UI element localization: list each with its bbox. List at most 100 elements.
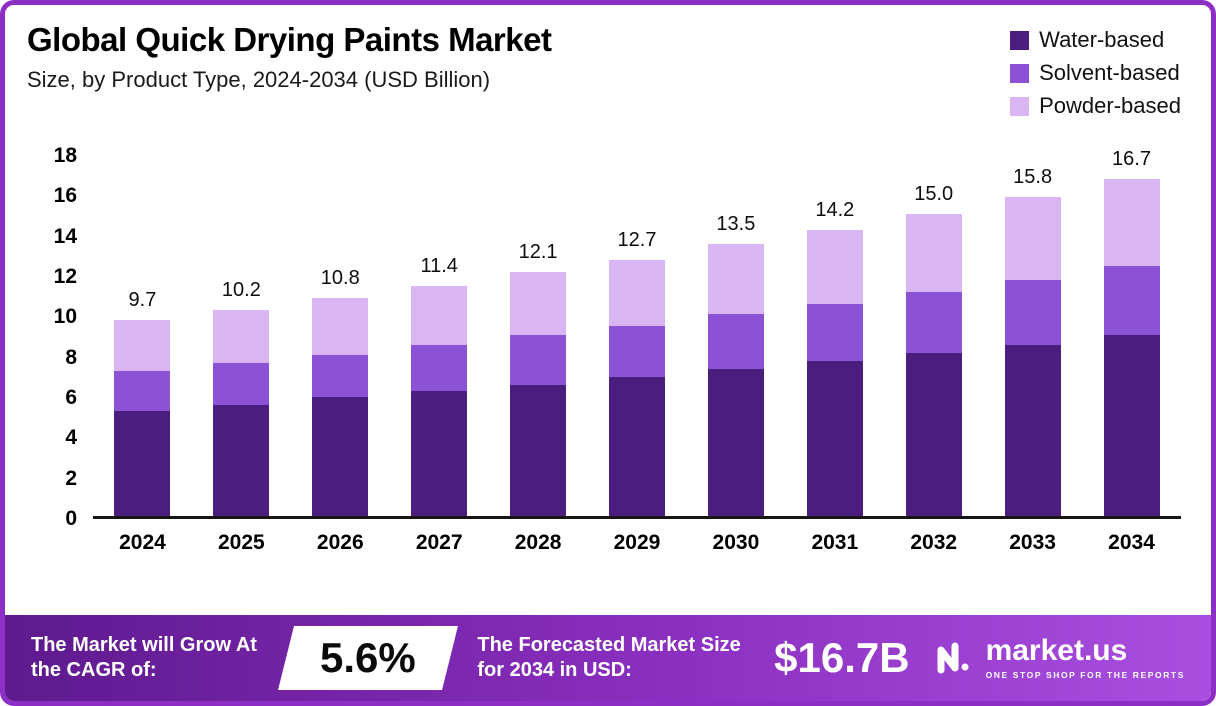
- bar-stack: [707, 243, 764, 516]
- bar-segment-water-based: [806, 360, 863, 516]
- bar-segment-powder-based: [312, 298, 369, 355]
- bar-segment-water-based: [312, 397, 369, 516]
- bar-segment-solvent-based: [114, 370, 171, 412]
- bar-total-label: 15.8: [1013, 166, 1053, 189]
- brand-name: market.us: [985, 634, 1128, 667]
- legend-label: Solvent-based: [1039, 60, 1180, 85]
- bar-segment-powder-based: [213, 310, 270, 363]
- bar-segment-water-based: [608, 376, 665, 516]
- x-axis-label: 2031: [811, 531, 859, 554]
- plot-area: 9.7 10.2 10.8 11.4 12.1 12.7 13.5 14.2 15.0 15.8 1…: [93, 148, 1181, 519]
- bar-segment-solvent-based: [1004, 280, 1061, 345]
- y-tick-label: 6: [65, 386, 77, 409]
- bar-segment-water-based: [114, 411, 171, 516]
- bar-stack: [806, 229, 863, 516]
- bar-segment-solvent-based: [213, 362, 270, 406]
- bar-group: 14.2: [785, 153, 884, 516]
- legend-swatch: [1010, 63, 1030, 83]
- bar-total-label: 10.2: [221, 279, 261, 302]
- bar-segment-powder-based: [114, 320, 171, 371]
- bar-stack: [608, 259, 665, 516]
- bar-group: 10.8: [291, 153, 390, 516]
- bar-segment-water-based: [1004, 344, 1061, 516]
- x-axis-label: 2030: [712, 531, 760, 554]
- bar-stack: [114, 320, 171, 516]
- bar-segment-water-based: [1103, 334, 1160, 516]
- bar-segment-solvent-based: [806, 304, 863, 361]
- bar-stack: [510, 272, 567, 516]
- x-axis-label: 2032: [910, 531, 958, 554]
- bar-segment-solvent-based: [510, 334, 567, 385]
- bar-segment-solvent-based: [411, 344, 468, 391]
- bar-total-label: 14.2: [815, 198, 855, 221]
- x-axis-label: 2028: [514, 531, 562, 554]
- y-tick-label: 18: [53, 144, 77, 167]
- brand: market.us ONE STOP SHOP FOR THE REPORTS: [932, 636, 1185, 680]
- forecast-value: $16.7B: [774, 634, 910, 681]
- bar-total-label: 11.4: [420, 255, 458, 278]
- legend-item: Water-based: [1010, 27, 1181, 53]
- bar-segment-solvent-based: [707, 314, 764, 369]
- bar-group: 15.0: [884, 153, 983, 516]
- marketus-logo-icon: [937, 642, 969, 674]
- bar-stack: [905, 213, 962, 516]
- page-title: Global Quick Drying Paints Market: [27, 21, 552, 58]
- x-axis-label: 2026: [316, 531, 364, 554]
- bar-segment-water-based: [213, 405, 270, 516]
- legend-label: Water-based: [1039, 27, 1165, 52]
- x-axis-label: 2024: [119, 531, 166, 554]
- bar-segment-water-based: [707, 368, 764, 516]
- bar-segment-water-based: [905, 352, 962, 516]
- bar-segment-powder-based: [806, 229, 863, 305]
- bar-segment-water-based: [510, 384, 567, 516]
- bar-stack: [411, 286, 468, 516]
- bar-segment-powder-based: [411, 286, 468, 345]
- header: Global Quick Drying Paints Market Size, …: [5, 5, 1211, 119]
- bar-segment-solvent-based: [1103, 265, 1160, 335]
- brand-text: market.us ONE STOP SHOP FOR THE REPORTS: [985, 634, 1185, 681]
- bar-segment-powder-based: [1004, 197, 1061, 281]
- x-axis-label: 2034: [1108, 531, 1155, 554]
- bar-segment-solvent-based: [312, 354, 369, 398]
- bar-segment-solvent-based: [608, 326, 665, 377]
- y-tick-label: 4: [65, 426, 77, 450]
- bar-segment-solvent-based: [905, 292, 962, 353]
- cagr-badge: 5.6%: [277, 626, 458, 690]
- legend-item: Powder-based: [1010, 93, 1181, 119]
- y-tick-label: 14: [53, 224, 77, 248]
- bar-group: 12.7: [588, 153, 687, 516]
- legend-label: Powder-based: [1039, 93, 1181, 118]
- bar-stack: [312, 298, 369, 516]
- legend-swatch: [1010, 30, 1030, 50]
- footer-banner: The Market will Grow At the CAGR of: 5.6…: [5, 615, 1211, 701]
- bar-total-label: 12.7: [617, 228, 657, 251]
- bar-stack: [213, 310, 270, 516]
- y-tick-label: 2: [65, 466, 77, 490]
- y-axis: 0 2 4 6 8 10 12 14 16 18: [19, 144, 77, 530]
- bar-segment-powder-based: [707, 243, 764, 315]
- cagr-value: 5.6%: [319, 634, 416, 681]
- bar-segment-water-based: [411, 390, 468, 516]
- x-axis-label: 2027: [415, 531, 463, 554]
- legend-item: Solvent-based: [1010, 60, 1181, 86]
- bar-stack: [1004, 197, 1061, 516]
- y-tick-label: 0: [65, 507, 77, 530]
- bar-total-label: 16.7: [1112, 148, 1151, 171]
- x-axis-label: 2025: [218, 531, 265, 554]
- bar-group: 13.5: [686, 153, 785, 516]
- bar-total-label: 10.8: [320, 267, 360, 290]
- x-axis-label: 2029: [613, 531, 661, 554]
- x-axis-label: 2033: [1009, 531, 1056, 554]
- bar-group: 15.8: [983, 153, 1082, 516]
- bar-total-label: 9.7: [128, 289, 157, 312]
- bar-group: 11.4: [390, 153, 489, 516]
- bar-total-label: 15.0: [914, 182, 954, 205]
- x-axis: 2024 2025 2026 2027 2028 2029 2030 2031 2032 2033…: [93, 531, 1181, 555]
- legend: Water-based Solvent-based Powder-based: [1010, 21, 1181, 119]
- bar-segment-powder-based: [905, 213, 962, 293]
- y-tick-label: 12: [53, 265, 77, 288]
- legend-swatch: [1010, 96, 1030, 116]
- bar-group: 10.2: [192, 153, 291, 516]
- header-text: Global Quick Drying Paints Market Size, …: [27, 21, 552, 93]
